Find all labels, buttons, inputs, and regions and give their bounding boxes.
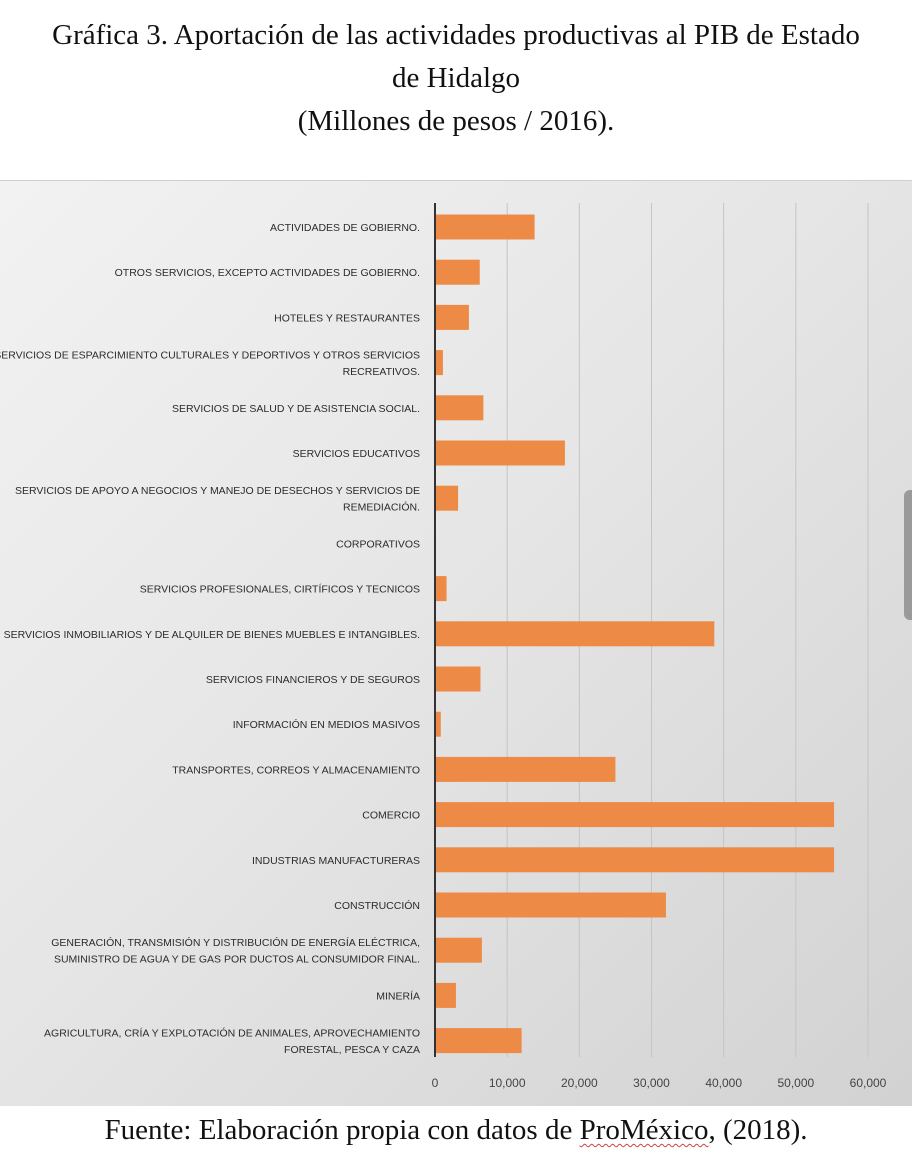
bar-chart: ACTIVIDADES DE GOBIERNO. OTROS SERVICIOS,… [0, 203, 887, 1090]
x-tick-label: 40,000 [705, 1076, 742, 1090]
category-label: SERVICIOS DE ESPARCIMIENTO CULTURALES Y … [0, 349, 420, 361]
source-note: Fuente: Elaboración propia con datos de … [0, 1110, 912, 1150]
category-label: TRANSPORTES, CORREOS Y ALMACENAMIENTO [172, 764, 420, 776]
category-label: MINERÍA [376, 989, 420, 1002]
bar [435, 756, 616, 782]
bar [435, 395, 484, 421]
category-label: COMERCIO [362, 810, 420, 822]
bar [435, 485, 459, 511]
category-label: OTROS SERVICIOS, EXCEPTO ACTIVIDADES DE … [115, 267, 420, 279]
bar [435, 1028, 522, 1054]
source-prefix: Fuente: Elaboración propia con datos de [104, 1114, 580, 1146]
category-label: SERVICIOS PROFESIONALES, CIRTÍFICOS Y TE… [140, 583, 420, 596]
category-label: HOTELES Y RESTAURANTES [274, 312, 420, 324]
source-suffix: , (2018). [708, 1114, 808, 1146]
bar [435, 350, 443, 376]
bar [435, 847, 835, 873]
bar [435, 576, 447, 602]
x-tick-label: 20,000 [561, 1076, 598, 1090]
category-label: CONSTRUCCIÓN [334, 899, 420, 912]
x-tick-label: 60,000 [850, 1076, 887, 1090]
category-label: FORESTAL, PESCA Y CAZA [284, 1044, 420, 1056]
x-tick-label: 10,000 [489, 1076, 526, 1090]
bar [435, 304, 469, 330]
category-label: SERVICIOS DE APOYO A NEGOCIOS Y MANEJO D… [15, 485, 420, 497]
title-line-2: de Hidalgo [391, 62, 521, 94]
x-tick-label: 30,000 [633, 1076, 670, 1090]
x-tick-label: 0 [432, 1076, 439, 1090]
bar [435, 440, 565, 466]
scroll-handle[interactable] [904, 490, 912, 620]
category-label: SUMINISTRO DE AGUA Y DE GAS POR DUCTOS A… [54, 953, 420, 965]
category-label: SERVICIOS DE SALUD Y DE ASISTENCIA SOCIA… [172, 403, 420, 415]
chart-title: Gráfica 3. Aportación de las actividades… [0, 14, 912, 143]
category-label: AGRICULTURA, CRÍA Y EXPLOTACIÓN DE ANIMA… [44, 1026, 420, 1039]
category-label: SERVICIOS FINANCIEROS Y DE SEGUROS [206, 674, 420, 686]
bar [435, 711, 441, 737]
category-label: INDUSTRIAS MANUFACTURERAS [252, 855, 420, 867]
category-label: REMEDIACIÓN. [343, 500, 420, 513]
bar [435, 666, 481, 692]
chart-panel: ACTIVIDADES DE GOBIERNO. OTROS SERVICIOS,… [0, 180, 912, 1106]
category-label: CORPORATIVOS [336, 538, 420, 550]
bar [435, 937, 482, 963]
category-label: RECREATIVOS. [343, 366, 420, 378]
bar [435, 214, 535, 240]
category-label: INFORMACIÓN EN MEDIOS MASIVOS [233, 718, 420, 731]
category-label: SERVICIOS INMOBILIARIOS Y DE ALQUILER DE… [4, 629, 420, 641]
bar [435, 802, 835, 828]
category-label: ACTIVIDADES DE GOBIERNO. [270, 222, 420, 234]
source-highlight: ProMéxico [579, 1114, 709, 1146]
title-line-1: Gráfica 3. Aportación de las actividades… [52, 19, 860, 51]
bar [435, 892, 666, 918]
category-label: GENERACIÓN, TRANSMISIÓN Y DISTRIBUCIÓN D… [51, 936, 420, 949]
category-label: SERVICIOS EDUCATIVOS [293, 448, 420, 460]
title-line-3: (Millones de pesos / 2016). [297, 105, 615, 137]
bar [435, 621, 715, 647]
bar [435, 982, 456, 1008]
x-tick-label: 50,000 [777, 1076, 814, 1090]
bar [435, 259, 480, 285]
